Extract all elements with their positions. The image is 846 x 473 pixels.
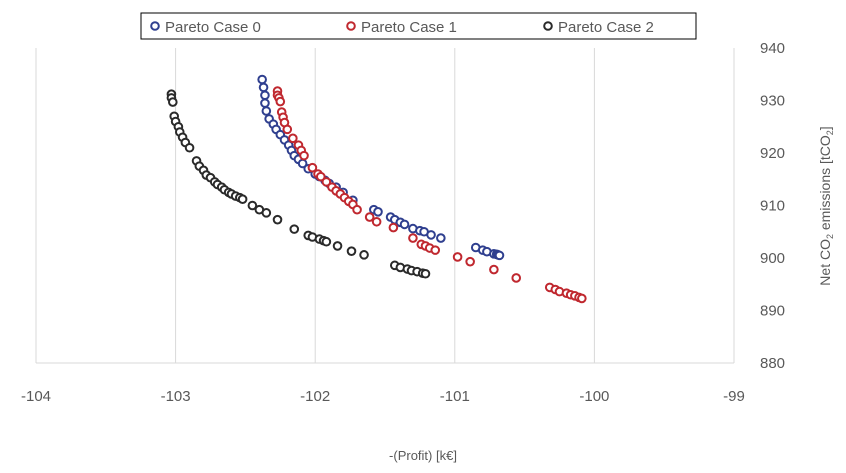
data-point-case-2 bbox=[289, 224, 300, 234]
data-point-case-2 bbox=[261, 208, 272, 218]
data-point-case-1 bbox=[511, 273, 522, 283]
x-tick-label: -99 bbox=[723, 388, 745, 405]
legend-label-case-2: Pareto Case 2 bbox=[558, 19, 654, 36]
y-tick-label: 930 bbox=[760, 93, 785, 110]
data-point-case-1 bbox=[430, 245, 441, 255]
data-point-case-1 bbox=[352, 204, 362, 215]
data-point-case-2 bbox=[420, 268, 431, 279]
data-point-case-2 bbox=[346, 246, 357, 256]
data-point-case-0 bbox=[258, 82, 269, 93]
series-case-2 bbox=[166, 89, 431, 279]
data-point-case-1 bbox=[299, 150, 309, 161]
legend-label-case-0: Pareto Case 0 bbox=[165, 19, 261, 36]
data-point-case-0 bbox=[373, 207, 383, 217]
legend-item-case-0[interactable]: Pareto Case 0 bbox=[150, 19, 261, 36]
data-point-case-0 bbox=[257, 74, 267, 85]
y-tick-label: 920 bbox=[760, 145, 785, 162]
data-point-case-1 bbox=[307, 162, 318, 173]
data-point-case-1 bbox=[282, 124, 293, 135]
data-point-case-2 bbox=[321, 236, 332, 247]
legend-item-case-2[interactable]: Pareto Case 2 bbox=[543, 19, 654, 36]
y-tick-label: 890 bbox=[760, 303, 785, 320]
data-point-case-1 bbox=[315, 171, 326, 182]
data-point-case-1 bbox=[408, 233, 418, 243]
y-tick-label: 900 bbox=[760, 250, 785, 267]
data-point-case-1 bbox=[321, 177, 332, 187]
data-point-case-1 bbox=[452, 252, 463, 262]
series-case-1 bbox=[272, 86, 587, 304]
legend-label-case-1: Pareto Case 1 bbox=[361, 19, 457, 36]
data-point-case-2 bbox=[332, 241, 343, 251]
data-point-case-1 bbox=[371, 216, 382, 227]
data-point-case-0 bbox=[399, 219, 410, 230]
data-point-case-1 bbox=[489, 264, 499, 275]
data-point-case-1 bbox=[275, 96, 286, 107]
data-point-case-1 bbox=[288, 133, 298, 144]
data-point-case-1 bbox=[465, 256, 475, 267]
y-tick-label: 880 bbox=[760, 355, 785, 372]
legend-marker-case-1 bbox=[346, 21, 356, 31]
svg-text:Net CO2 emissions [tCO2]: Net CO2 emissions [tCO2] bbox=[817, 126, 835, 285]
gridlines bbox=[35, 48, 735, 363]
legend-marker-case-0 bbox=[150, 21, 160, 31]
data-point-case-2 bbox=[168, 97, 178, 107]
data-point-case-1 bbox=[388, 222, 399, 233]
data-point-case-0 bbox=[426, 230, 436, 240]
data-point-case-2 bbox=[359, 250, 369, 260]
legend[interactable]: Pareto Case 0 Pareto Case 1 Pareto Case … bbox=[140, 12, 697, 40]
data-points bbox=[166, 74, 587, 304]
y-axis-title: Net CO2 emissions [tCO2] bbox=[817, 126, 835, 285]
data-point-case-2 bbox=[184, 142, 195, 153]
x-tick-label: -104 bbox=[21, 388, 51, 405]
data-point-case-0 bbox=[494, 250, 505, 261]
data-point-case-2 bbox=[247, 200, 258, 211]
legend-marker-case-2 bbox=[543, 21, 553, 31]
data-point-case-2 bbox=[272, 214, 283, 225]
data-point-case-0 bbox=[260, 98, 270, 108]
data-point-case-1 bbox=[577, 293, 587, 304]
x-tick-label: -102 bbox=[300, 388, 330, 405]
x-axis-title: -(Profit) [k€] bbox=[389, 448, 457, 463]
x-tick-labels: -104 -103 -102 -101 -100 -99 bbox=[21, 388, 745, 405]
data-point-case-2 bbox=[237, 194, 248, 204]
y-tick-label: 910 bbox=[760, 198, 785, 215]
data-point-case-0 bbox=[436, 233, 446, 243]
legend-item-case-1[interactable]: Pareto Case 1 bbox=[346, 19, 457, 36]
x-tick-label: -100 bbox=[579, 388, 609, 405]
x-tick-label: -103 bbox=[161, 388, 191, 405]
data-point-case-0 bbox=[260, 90, 270, 101]
y-tick-label: 940 bbox=[760, 40, 785, 57]
x-tick-label: -101 bbox=[440, 388, 470, 405]
data-point-case-0 bbox=[261, 106, 272, 116]
y-tick-labels: 880 890 900 910 920 930 940 bbox=[760, 40, 785, 372]
data-point-case-1 bbox=[364, 212, 375, 222]
legend-box bbox=[140, 12, 697, 40]
